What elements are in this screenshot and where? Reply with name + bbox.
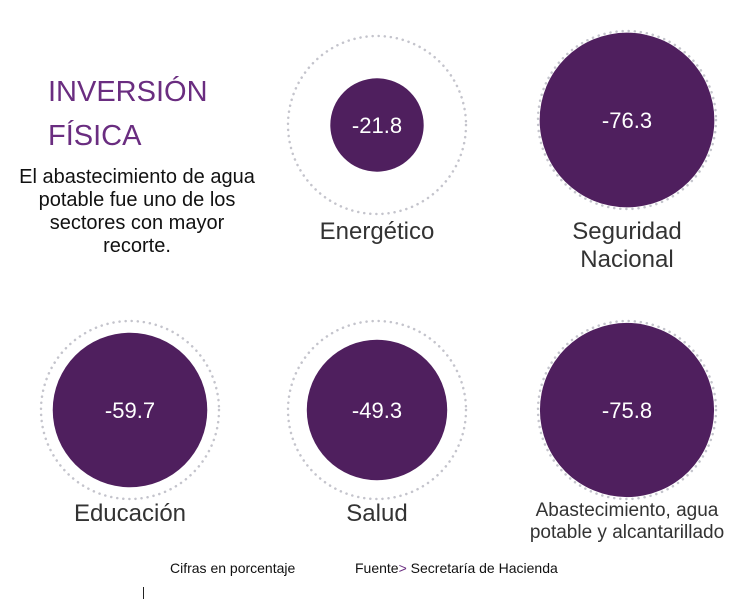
bubble [306, 339, 448, 481]
category-label: Abastecimiento, agua potable y alcantaril… [497, 500, 750, 544]
bubble [330, 78, 424, 172]
bubble-ring [286, 34, 468, 216]
category-label-line: Energético [319, 218, 435, 245]
category-label-line: Seguridad [572, 218, 682, 245]
data-label: -59.7 [105, 398, 155, 423]
category-label-line: Educación [73, 500, 187, 527]
footer-note: Cifras en porcentaje [170, 560, 296, 576]
title-line: INVERSIÓN [48, 76, 208, 108]
category-label-line: Abastecimiento, agua [535, 500, 719, 521]
bubble-ring [536, 319, 718, 501]
source-separator: > [398, 560, 407, 576]
bubble [52, 332, 208, 488]
category-label: Educación [0, 500, 260, 528]
bubble-ring [536, 29, 718, 211]
bubble [539, 32, 715, 208]
source-label: Fuente [355, 560, 399, 576]
category-label-line: potable y alcantarillado [529, 522, 725, 543]
category-label: Salud [247, 500, 507, 528]
bubble [539, 322, 715, 498]
title-line: FÍSICA [48, 120, 142, 152]
source-name: Secretaría de Hacienda [410, 560, 558, 576]
category-label: Energético [247, 218, 507, 246]
bubble-ring [286, 319, 468, 501]
category-label: Seguridad Nacional [497, 218, 750, 274]
footer-source: Fuente> Secretaría de Hacienda [355, 560, 558, 576]
bubble-ring [39, 319, 221, 501]
subtitle: El abastecimiento de agua potable fue un… [19, 166, 255, 257]
data-label: -76.3 [602, 108, 652, 133]
data-label: -21.8 [352, 113, 402, 138]
title: INVERSIÓN FÍSICA [48, 70, 208, 158]
divider [143, 587, 144, 599]
data-label: -49.3 [352, 398, 402, 423]
data-label: -75.8 [602, 398, 652, 423]
category-label-line: Nacional [580, 246, 674, 273]
category-label-line: Salud [346, 500, 408, 527]
